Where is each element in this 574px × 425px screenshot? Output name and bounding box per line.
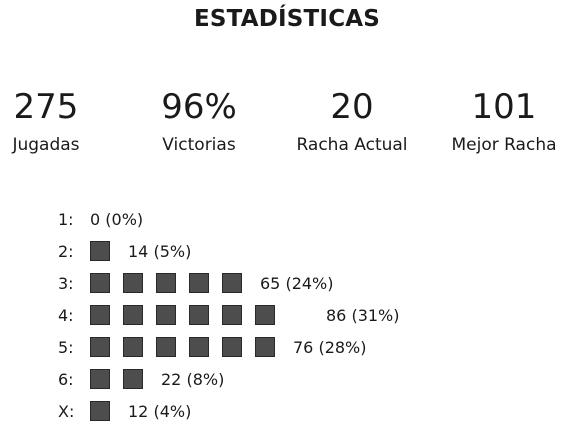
stat-wins-value: 96% (161, 87, 237, 127)
stat-best-streak-label: Mejor Racha (451, 135, 557, 155)
distribution-square (90, 369, 110, 389)
distribution-row-label: 4: (58, 306, 74, 325)
distribution-square (123, 305, 143, 325)
distribution-row-label: X: (58, 402, 75, 421)
distribution-row-value: 12 (4%) (128, 402, 192, 421)
distribution-row-value: 65 (24%) (260, 274, 334, 293)
distribution-square (222, 273, 242, 293)
stats-summary: 275 Jugadas 96% Victorias 20 Racha Actua… (0, 86, 574, 176)
stat-wins: 96% Victorias (124, 86, 274, 156)
distribution-row-label: 6: (58, 370, 74, 389)
distribution-row-value: 0 (0%) (90, 210, 144, 229)
distribution-square (90, 273, 110, 293)
stats-title: ESTADÍSTICAS (193, 6, 381, 32)
distribution-bar (90, 401, 123, 423)
distribution-square (90, 241, 110, 261)
stat-played: 275 Jugadas (0, 86, 121, 156)
distribution-square (90, 401, 110, 421)
distribution-bar (90, 369, 156, 391)
stat-best-streak: 101 Mejor Racha (429, 86, 574, 156)
distribution-square (255, 305, 275, 325)
distribution-row-value: 22 (8%) (161, 370, 225, 389)
distribution-square (255, 337, 275, 357)
distribution-row-label: 1: (58, 210, 74, 229)
distribution-square (123, 337, 143, 357)
stat-played-label: Jugadas (12, 135, 80, 155)
stat-best-streak-value: 101 (471, 87, 537, 127)
distribution-row-label: 3: (58, 274, 74, 293)
stat-wins-label: Victorias (162, 135, 236, 155)
distribution-square (123, 273, 143, 293)
distribution-square (189, 273, 209, 293)
distribution-row-value: 86 (31%) (326, 306, 400, 325)
distribution-square (222, 305, 242, 325)
distribution-square (222, 337, 242, 357)
distribution-square (156, 305, 176, 325)
distribution-bar (90, 305, 288, 327)
distribution-square (123, 369, 143, 389)
distribution-square (156, 337, 176, 357)
distribution-square (189, 305, 209, 325)
distribution-row-value: 14 (5%) (128, 242, 192, 261)
distribution-row-value: 76 (28%) (293, 338, 367, 357)
distribution-bar (90, 241, 123, 263)
stat-current-streak-value: 20 (330, 87, 374, 127)
stat-played-value: 275 (13, 87, 79, 127)
distribution-square (189, 337, 209, 357)
distribution-bar (90, 273, 255, 295)
stat-current-streak-label: Racha Actual (296, 135, 408, 155)
distribution-row-label: 5: (58, 338, 74, 357)
distribution-square (90, 305, 110, 325)
distribution-square (156, 273, 176, 293)
distribution-row-label: 2: (58, 242, 74, 261)
stat-current-streak: 20 Racha Actual (277, 86, 427, 156)
distribution-bar (90, 337, 288, 359)
distribution-square (90, 337, 110, 357)
